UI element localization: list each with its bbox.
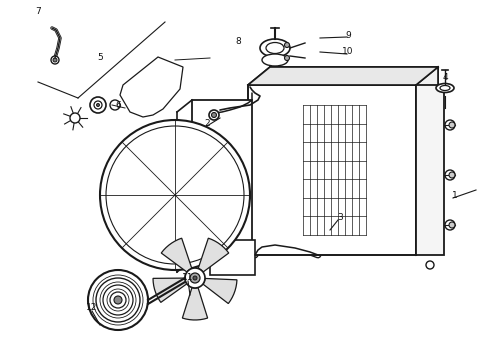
Polygon shape <box>130 65 178 105</box>
Polygon shape <box>182 288 208 320</box>
Text: 6: 6 <box>115 100 121 109</box>
Circle shape <box>148 74 164 90</box>
Circle shape <box>53 58 57 62</box>
Text: 8: 8 <box>235 37 241 46</box>
Circle shape <box>445 220 455 230</box>
Polygon shape <box>416 67 438 255</box>
Circle shape <box>103 285 133 315</box>
Circle shape <box>70 113 80 123</box>
Circle shape <box>96 278 140 322</box>
Circle shape <box>449 172 455 178</box>
Circle shape <box>94 101 102 109</box>
Circle shape <box>449 122 455 128</box>
Polygon shape <box>248 67 438 85</box>
Circle shape <box>169 71 177 79</box>
Polygon shape <box>161 238 192 272</box>
Circle shape <box>110 100 120 110</box>
Circle shape <box>100 120 250 270</box>
Bar <box>210 240 255 275</box>
Text: 11: 11 <box>182 274 194 283</box>
Text: 3: 3 <box>337 213 343 222</box>
Circle shape <box>212 112 217 117</box>
Text: 9: 9 <box>345 31 351 40</box>
Text: 10: 10 <box>342 48 354 57</box>
Circle shape <box>445 170 455 180</box>
Circle shape <box>114 296 122 304</box>
Bar <box>248 85 416 255</box>
Bar <box>192 100 252 260</box>
Circle shape <box>449 222 455 228</box>
Circle shape <box>106 126 244 264</box>
Circle shape <box>285 42 290 48</box>
Circle shape <box>51 56 59 64</box>
Ellipse shape <box>440 85 450 90</box>
Ellipse shape <box>266 42 284 54</box>
Polygon shape <box>153 278 187 302</box>
Text: 1: 1 <box>452 190 458 199</box>
Text: 2: 2 <box>204 118 210 127</box>
Ellipse shape <box>260 39 290 57</box>
Text: 7: 7 <box>35 8 41 17</box>
Circle shape <box>285 55 290 60</box>
Circle shape <box>90 97 106 113</box>
Circle shape <box>110 292 126 308</box>
Text: 5: 5 <box>97 53 103 62</box>
Text: 12: 12 <box>86 303 98 312</box>
Polygon shape <box>203 278 237 303</box>
Ellipse shape <box>262 54 288 66</box>
Circle shape <box>97 104 99 107</box>
Polygon shape <box>120 57 183 117</box>
Bar <box>416 85 444 255</box>
Circle shape <box>185 268 205 288</box>
Circle shape <box>190 273 200 283</box>
Circle shape <box>88 270 148 330</box>
Circle shape <box>445 120 455 130</box>
Circle shape <box>426 261 434 269</box>
Circle shape <box>166 68 180 82</box>
Circle shape <box>140 66 172 98</box>
Ellipse shape <box>436 84 454 93</box>
Circle shape <box>209 110 219 120</box>
Circle shape <box>193 276 197 280</box>
Text: 4: 4 <box>442 73 448 82</box>
Polygon shape <box>198 238 229 272</box>
